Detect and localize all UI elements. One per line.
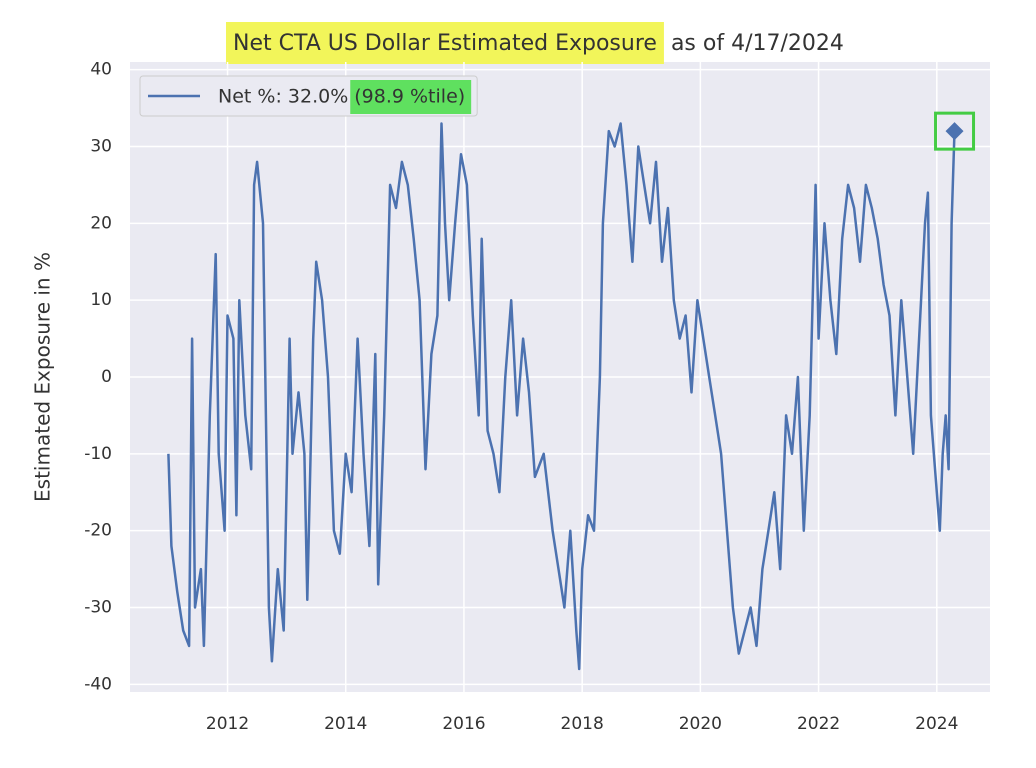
last-point [945,122,964,141]
y-tick-label: -10 [84,444,112,464]
legend-label: Net %: 32.0% [218,86,348,108]
y-tick-label: 0 [101,367,112,387]
y-tick-label: -20 [84,521,112,541]
y-tick-label: -30 [84,597,112,617]
x-tick-label: 2016 [442,714,485,734]
legend-note: (98.9 %tile) [354,86,465,108]
y-tick-label: 30 [90,137,112,157]
legend-note-highlight [350,80,472,114]
y-axis-label: Estimated Exposure in % [31,252,55,502]
x-tick-label: 2012 [206,714,249,734]
data-line [167,122,956,671]
title-highlight [226,22,664,64]
x-tick-label: 2018 [561,714,604,734]
y-tick-label: -40 [84,674,112,694]
y-tick-label: 40 [90,60,112,80]
x-tick-label: 2014 [324,714,367,734]
chart-title: Net CTA US Dollar Estimated Exposure [233,31,657,56]
chart-title-suffix: as of 4/17/2024 [671,31,844,56]
x-tick-label: 2020 [679,714,722,734]
x-tick-label: 2024 [915,714,958,734]
x-tick-label: 2022 [797,714,840,734]
y-tick-label: 20 [90,213,112,233]
last-point-box [934,111,976,151]
y-tick-label: 10 [90,290,112,310]
